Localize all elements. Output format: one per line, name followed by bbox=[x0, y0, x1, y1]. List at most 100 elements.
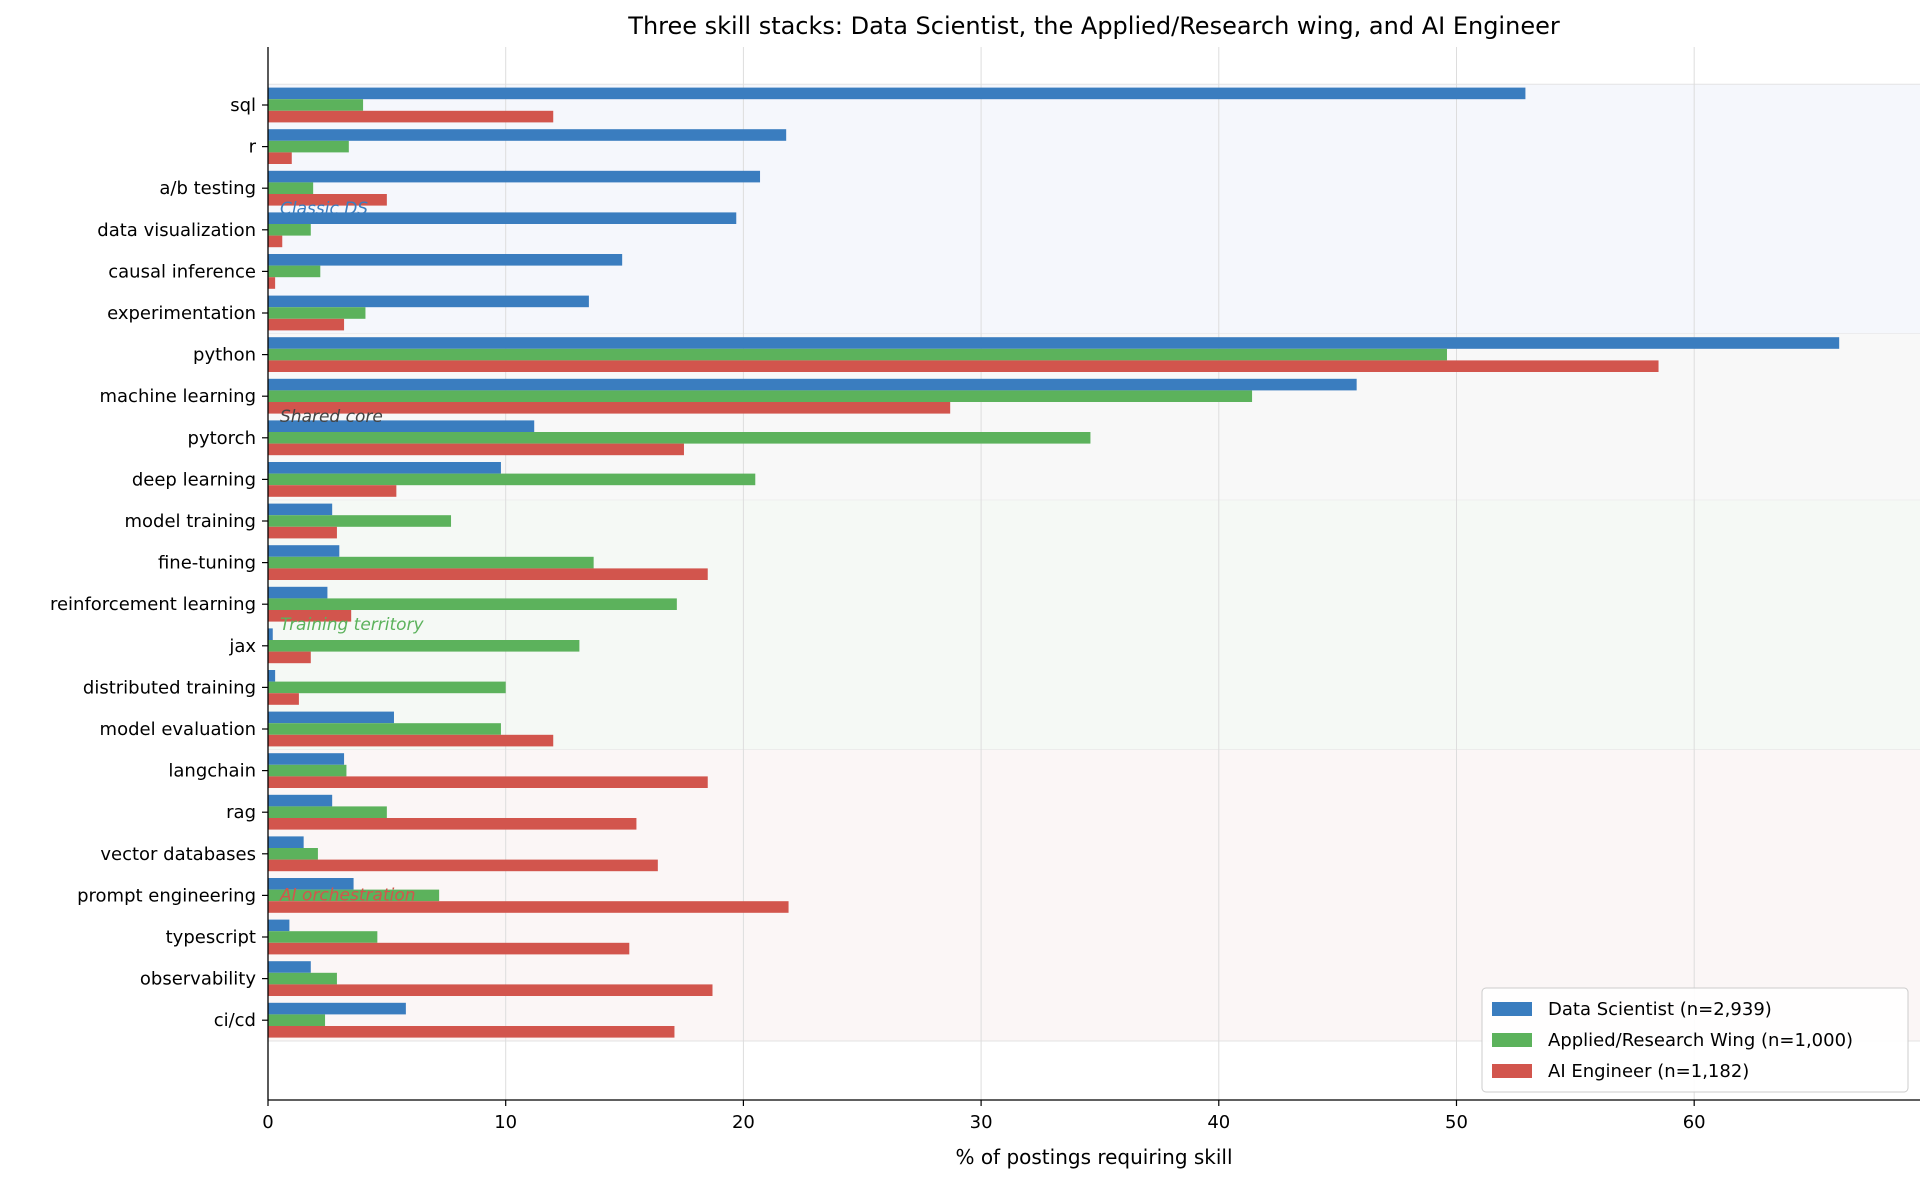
bar-machine-learning-series-2 bbox=[268, 402, 951, 414]
legend-label: Applied/Research Wing (n=1,000) bbox=[1548, 1030, 1853, 1051]
bar-distributed-training-series-0 bbox=[268, 670, 276, 682]
bar-rag-series-0 bbox=[268, 794, 333, 807]
bar-vector-databases-series-1 bbox=[268, 848, 318, 860]
y-tick-label: fine-tuning bbox=[158, 553, 256, 574]
x-tick-label: 10 bbox=[494, 1112, 517, 1133]
bar-causal-inference-series-0 bbox=[268, 254, 623, 266]
bar-r-series-2 bbox=[268, 152, 292, 164]
y-tick-label: machine learning bbox=[99, 386, 256, 407]
bar-fine-tuning-series-2 bbox=[268, 568, 708, 580]
bar-prompt-engineering-series-1 bbox=[268, 889, 440, 902]
bar-model-training-series-2 bbox=[268, 526, 337, 539]
y-tick-label: reinforcement learning bbox=[50, 594, 256, 615]
bar-observability-series-1 bbox=[268, 972, 337, 985]
bar-fine-tuning-series-0 bbox=[268, 545, 340, 557]
legend: Data Scientist (n=2,939) Applied/Research… bbox=[1481, 987, 1909, 1093]
bar-prompt-engineering-series-0 bbox=[268, 878, 354, 890]
bar-deep-learning-series-0 bbox=[268, 462, 501, 474]
bar-data-visualization-series-1 bbox=[268, 224, 311, 236]
bar-jax-series-0 bbox=[268, 628, 273, 640]
group-label-2: Training territory bbox=[280, 615, 425, 635]
y-tick-label: prompt engineering bbox=[77, 885, 256, 906]
y-tick-label: observability bbox=[140, 969, 256, 990]
bar-typescript-series-2 bbox=[268, 942, 630, 955]
bar-pytorch-series-1 bbox=[268, 432, 1091, 444]
y-tick-label: r bbox=[249, 137, 257, 158]
y-tick-label: rag bbox=[226, 802, 256, 823]
bar-reinforcement-learning-series-1 bbox=[268, 598, 677, 610]
x-axis-title: % of postings requiring skill bbox=[955, 1145, 1232, 1169]
bar-a-b-testing-series-0 bbox=[268, 170, 761, 183]
bar-pytorch-series-0 bbox=[268, 420, 535, 432]
bar-experimentation-series-2 bbox=[268, 318, 345, 331]
group-label-1: Shared core bbox=[280, 407, 383, 427]
y-tick-label: causal inference bbox=[108, 261, 256, 282]
bar-sql-series-2 bbox=[268, 110, 554, 123]
bar-python-series-1 bbox=[268, 348, 1447, 361]
bar-data-visualization-series-2 bbox=[268, 235, 283, 248]
bar-typescript-series-0 bbox=[268, 919, 290, 932]
bar-fine-tuning-series-1 bbox=[268, 556, 594, 569]
y-tick-label: deep learning bbox=[132, 469, 256, 490]
bar-causal-inference-series-1 bbox=[268, 265, 321, 278]
y-ticks: sql r a/b testing data visualization causal … bbox=[50, 95, 268, 1031]
y-tick-label: vector databases bbox=[100, 844, 256, 865]
legend-label: AI Engineer (n=1,182) bbox=[1548, 1061, 1749, 1082]
y-tick-label: langchain bbox=[168, 761, 256, 782]
legend-label: Data Scientist (n=2,939) bbox=[1548, 999, 1772, 1020]
bar-causal-inference-series-2 bbox=[268, 277, 276, 289]
bar-experimentation-series-1 bbox=[268, 307, 366, 319]
group-band-0 bbox=[268, 84, 1920, 334]
bar-experimentation-series-0 bbox=[268, 295, 589, 308]
bar-distributed-training-series-2 bbox=[268, 693, 299, 705]
group-band-2 bbox=[268, 500, 1920, 750]
bar-observability-series-0 bbox=[268, 961, 311, 973]
bar-vector-databases-series-2 bbox=[268, 859, 658, 872]
y-tick-label: model training bbox=[124, 511, 256, 532]
legend-swatch bbox=[1492, 1002, 1532, 1016]
bar-deep-learning-series-2 bbox=[268, 485, 397, 497]
x-tick-label: 20 bbox=[732, 1112, 755, 1133]
bar-ci-cd-series-0 bbox=[268, 1002, 406, 1015]
y-tick-label: pytorch bbox=[188, 428, 256, 449]
bar-rag-series-2 bbox=[268, 818, 637, 830]
x-tick-label: 0 bbox=[262, 1112, 273, 1133]
y-tick-label: typescript bbox=[166, 927, 256, 948]
bar-pytorch-series-2 bbox=[268, 443, 684, 456]
bar-model-evaluation-series-2 bbox=[268, 734, 554, 747]
bar-ci-cd-series-1 bbox=[268, 1014, 326, 1026]
legend-swatch bbox=[1492, 1064, 1532, 1078]
bar-prompt-engineering-series-2 bbox=[268, 901, 789, 913]
y-tick-label: data visualization bbox=[97, 220, 256, 241]
bar-machine-learning-series-1 bbox=[268, 390, 1253, 402]
bar-deep-learning-series-1 bbox=[268, 473, 756, 486]
y-tick-label: jax bbox=[228, 636, 256, 657]
bar-distributed-training-series-1 bbox=[268, 681, 506, 694]
y-tick-label: experimentation bbox=[107, 303, 256, 324]
bar-data-visualization-series-0 bbox=[268, 212, 737, 224]
x-tick-label: 50 bbox=[1445, 1112, 1468, 1133]
y-tick-label: ci/cd bbox=[214, 1010, 256, 1031]
bar-observability-series-2 bbox=[268, 984, 713, 996]
bar-jax-series-1 bbox=[268, 640, 580, 652]
group-label-0: Classic DS bbox=[280, 199, 368, 219]
axes bbox=[267, 47, 1920, 1101]
legend-swatch bbox=[1492, 1033, 1532, 1047]
y-tick-label: a/b testing bbox=[159, 178, 256, 199]
bar-langchain-series-1 bbox=[268, 764, 347, 777]
x-tick-label: 30 bbox=[970, 1112, 993, 1133]
bar-typescript-series-1 bbox=[268, 931, 378, 943]
bar-model-evaluation-series-1 bbox=[268, 723, 501, 735]
x-ticks: 0 10 20 30 40 50 60 bbox=[262, 1100, 1706, 1133]
group-labels: Classic DS Shared core Training territory A… bbox=[279, 199, 425, 905]
legend-frame bbox=[1481, 987, 1909, 1093]
chart-title: Three skill stacks: Data Scientist, the … bbox=[627, 12, 1560, 40]
bar-python-series-0 bbox=[268, 337, 1840, 349]
bar-model-training-series-1 bbox=[268, 515, 452, 527]
bar-reinforcement-learning-series-0 bbox=[268, 586, 328, 599]
bar-rag-series-1 bbox=[268, 806, 387, 818]
y-tick-label: sql bbox=[230, 95, 256, 116]
bar-jax-series-2 bbox=[268, 651, 311, 664]
bar-sql-series-0 bbox=[268, 87, 1526, 100]
